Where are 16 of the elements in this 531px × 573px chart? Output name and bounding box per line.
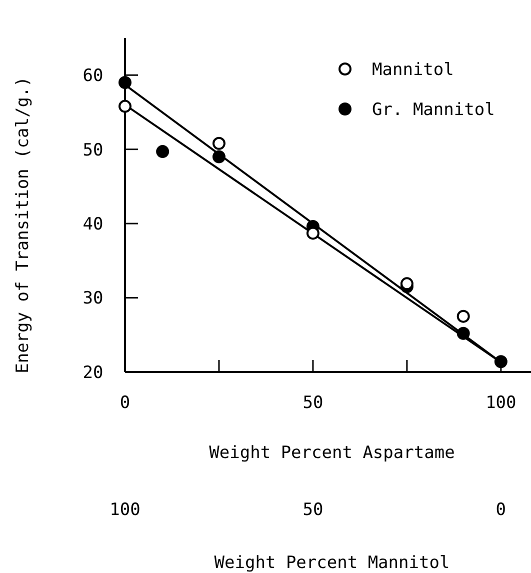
x-tick-label: 50 [302, 393, 324, 413]
x-axis-title: Weight Percent Aspartame [209, 443, 455, 463]
legend-label: Mannitol [372, 60, 454, 80]
x2-tick-label: 0 [496, 500, 506, 520]
x2-tick-label: 100 [110, 500, 140, 520]
y-tick-label: 40 [82, 214, 104, 235]
x2-tick-label: 50 [302, 500, 324, 520]
y-tick-label: 50 [82, 140, 104, 160]
legend-label: Gr. Mannitol [372, 100, 495, 120]
y-tick-label: 20 [82, 362, 104, 383]
x2-axis-title: Weight Percent Mannitol [214, 553, 450, 573]
x-tick-label: 0 [120, 393, 130, 413]
y-tick-label: 30 [82, 288, 104, 309]
x-tick-label: 100 [486, 393, 516, 413]
y-axis-title: Energy of Transition (cal/g.) [13, 76, 33, 374]
y-tick-label: 60 [82, 66, 104, 86]
